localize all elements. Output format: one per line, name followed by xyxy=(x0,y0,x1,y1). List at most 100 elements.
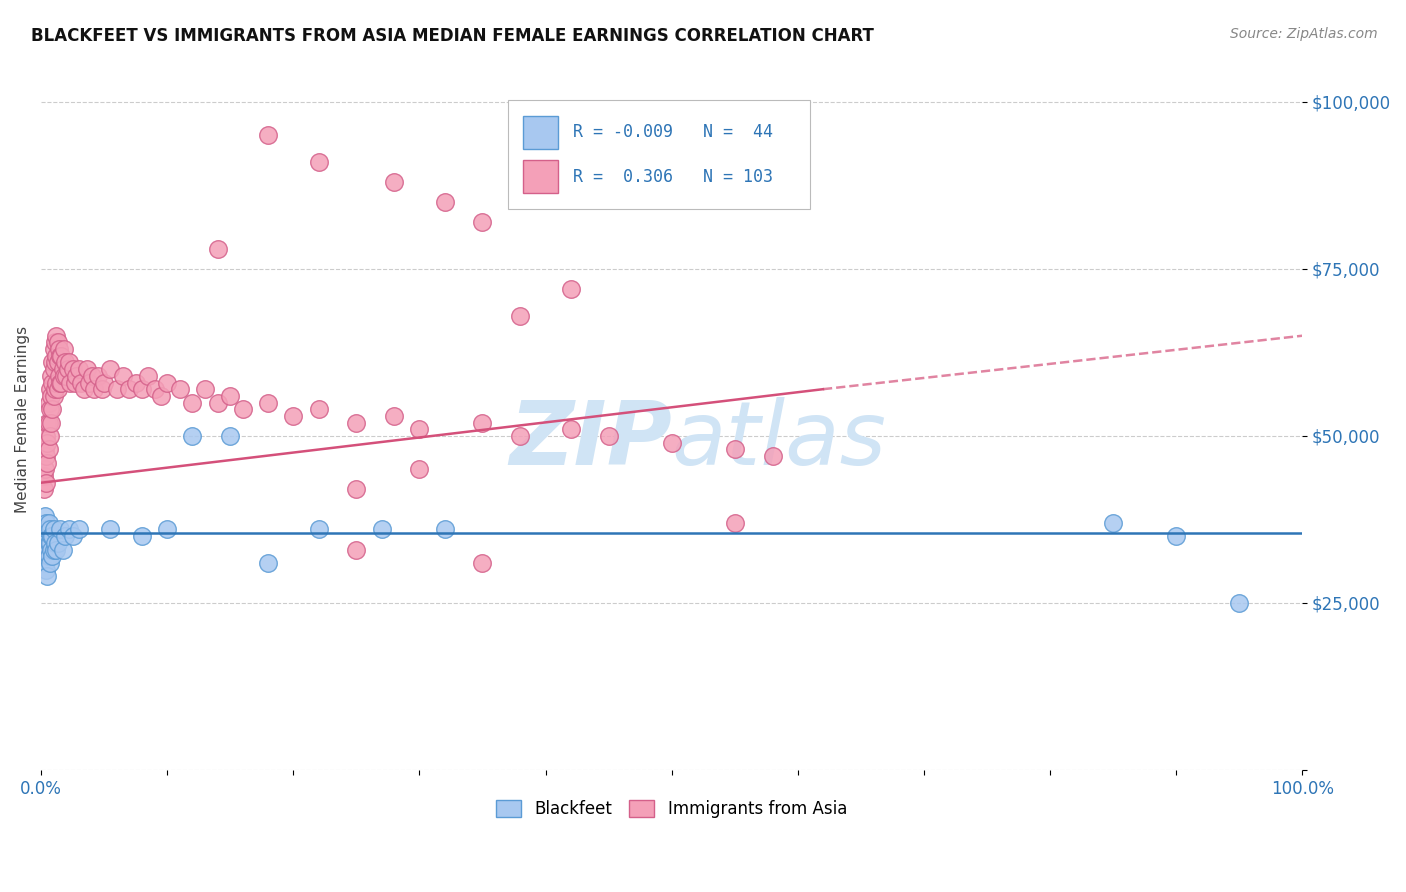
Point xyxy=(53,355,76,369)
Point xyxy=(38,395,60,409)
Point xyxy=(65,368,87,383)
Point xyxy=(408,462,430,476)
Point xyxy=(41,529,63,543)
Point xyxy=(67,523,90,537)
Legend: Blackfeet, Immigrants from Asia: Blackfeet, Immigrants from Asia xyxy=(489,793,853,825)
Point xyxy=(344,483,367,497)
Point xyxy=(219,389,242,403)
Point xyxy=(39,368,62,383)
Point xyxy=(34,556,56,570)
Point xyxy=(370,523,392,537)
Point xyxy=(73,382,96,396)
Point xyxy=(143,382,166,396)
Point xyxy=(35,516,58,530)
Point xyxy=(37,416,59,430)
Point xyxy=(46,536,69,550)
Point xyxy=(46,382,69,396)
Point xyxy=(344,416,367,430)
Point xyxy=(44,355,66,369)
Point xyxy=(76,362,98,376)
Point xyxy=(39,382,62,396)
Point xyxy=(45,349,67,363)
Point xyxy=(433,195,456,210)
Point xyxy=(724,516,747,530)
Point xyxy=(58,355,80,369)
Point xyxy=(49,523,72,537)
Point xyxy=(105,382,128,396)
Point xyxy=(471,556,494,570)
Point xyxy=(39,542,62,557)
Point xyxy=(39,536,62,550)
Point xyxy=(52,368,75,383)
FancyBboxPatch shape xyxy=(508,100,810,209)
Point xyxy=(41,376,63,390)
Point xyxy=(44,335,66,350)
Point xyxy=(308,155,330,169)
Point xyxy=(136,368,159,383)
Point xyxy=(724,442,747,457)
Point xyxy=(37,523,59,537)
Point xyxy=(433,523,456,537)
Y-axis label: Median Female Earnings: Median Female Earnings xyxy=(15,326,30,513)
Point xyxy=(39,556,62,570)
Point xyxy=(83,382,105,396)
Point xyxy=(1227,596,1250,610)
Point xyxy=(34,529,56,543)
Point xyxy=(112,368,135,383)
Point xyxy=(49,349,72,363)
Point xyxy=(560,282,582,296)
Bar xyxy=(523,160,558,194)
Point xyxy=(100,523,122,537)
Point xyxy=(42,389,65,403)
Point xyxy=(44,382,66,396)
Point xyxy=(131,382,153,396)
Point xyxy=(100,362,122,376)
Point xyxy=(51,542,73,557)
Point xyxy=(181,429,204,443)
Point xyxy=(56,362,79,376)
Point xyxy=(39,429,62,443)
Point xyxy=(63,376,86,390)
Point xyxy=(257,128,280,143)
Point xyxy=(32,483,55,497)
Point xyxy=(35,536,58,550)
Point xyxy=(41,402,63,417)
Point xyxy=(471,416,494,430)
Point xyxy=(53,529,76,543)
Point xyxy=(41,355,63,369)
Point xyxy=(308,523,330,537)
Point xyxy=(35,429,58,443)
Point xyxy=(70,376,93,390)
Point xyxy=(34,462,56,476)
Point xyxy=(58,523,80,537)
Point xyxy=(42,362,65,376)
Point xyxy=(181,395,204,409)
Point xyxy=(207,242,229,256)
Point xyxy=(156,376,179,390)
Point xyxy=(125,376,148,390)
Point xyxy=(37,569,59,583)
Point xyxy=(118,382,141,396)
Point xyxy=(46,355,69,369)
Point xyxy=(51,362,73,376)
Text: BLACKFEET VS IMMIGRANTS FROM ASIA MEDIAN FEMALE EARNINGS CORRELATION CHART: BLACKFEET VS IMMIGRANTS FROM ASIA MEDIAN… xyxy=(31,27,873,45)
Point xyxy=(38,416,60,430)
Point xyxy=(219,429,242,443)
Point xyxy=(509,309,531,323)
Point xyxy=(661,435,683,450)
Point xyxy=(207,395,229,409)
Point xyxy=(598,429,620,443)
Point xyxy=(35,563,58,577)
Point xyxy=(308,402,330,417)
Point xyxy=(67,362,90,376)
Point xyxy=(48,368,70,383)
Point xyxy=(257,395,280,409)
Point xyxy=(131,529,153,543)
Point xyxy=(42,523,65,537)
Point xyxy=(32,469,55,483)
Point xyxy=(39,402,62,417)
Point xyxy=(232,402,254,417)
Point xyxy=(52,342,75,356)
Point xyxy=(62,529,84,543)
Point xyxy=(37,456,59,470)
